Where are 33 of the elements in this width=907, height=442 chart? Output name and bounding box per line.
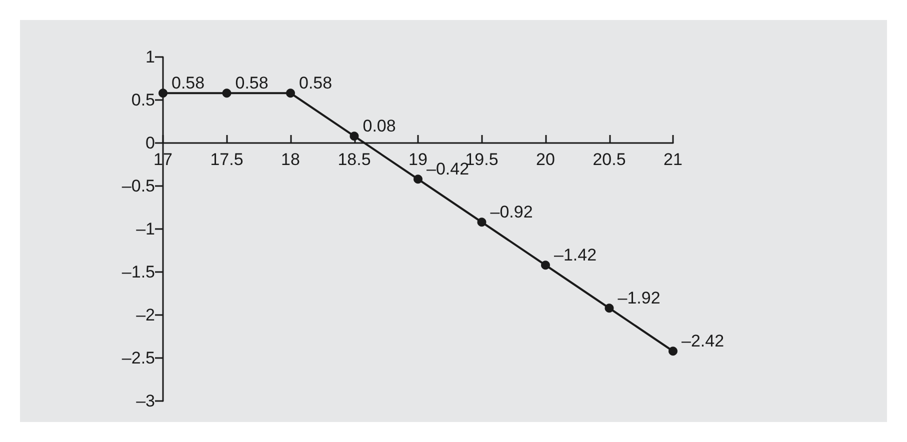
x-tick-label: 18.5 (338, 150, 371, 169)
x-tick-label: 17.5 (210, 150, 244, 169)
y-tick-label: –1 (136, 220, 155, 238)
data-label: –2.42 (682, 332, 724, 351)
y-tick-label: –1.5 (122, 262, 155, 282)
point (222, 88, 232, 98)
data-label: 0.58 (172, 74, 205, 93)
y-tick-label: –2.5 (122, 348, 155, 368)
x-tick-label: 21 (664, 150, 682, 169)
y-tick-label: 0.5 (131, 90, 155, 110)
data-label: 0.58 (299, 74, 332, 93)
point (477, 218, 486, 227)
point (158, 88, 168, 98)
data-label: 0.58 (235, 74, 268, 93)
x-tick-label: 20.5 (592, 150, 626, 169)
data-label: –1.42 (554, 246, 597, 265)
y-tick-label: 0 (146, 134, 155, 152)
data-label: –0.92 (490, 202, 533, 222)
data-label: –1.92 (618, 288, 660, 308)
point (414, 174, 422, 184)
point (350, 132, 359, 141)
y-tick-label: 1 (146, 48, 155, 66)
point (286, 88, 295, 98)
y-tick-label: –2 (136, 306, 155, 324)
x-tick-label: 20 (536, 150, 555, 169)
data-label: 0.08 (362, 116, 396, 136)
point (604, 304, 614, 313)
x-tick-label: 18 (281, 150, 300, 169)
y-tick-label: –3 (136, 392, 155, 410)
point (668, 346, 678, 356)
x-tick-label: 19 (408, 150, 428, 169)
point (541, 260, 550, 270)
y-tick-label: –0.5 (122, 176, 155, 196)
